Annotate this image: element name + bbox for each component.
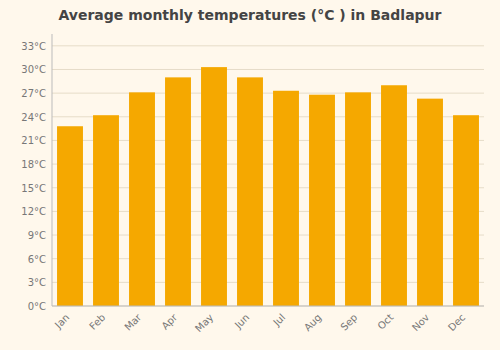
- x-tick-label: Oct: [375, 312, 395, 332]
- y-tick-label: 15°C: [21, 183, 46, 194]
- x-tick-label: Jul: [270, 312, 287, 329]
- y-tick-label: 3°C: [28, 277, 46, 288]
- y-tick-label: 9°C: [28, 230, 46, 241]
- y-tick-label: 6°C: [28, 254, 46, 265]
- bars: [57, 67, 479, 306]
- x-tick-label: May: [193, 312, 215, 334]
- y-tick-label: 30°C: [21, 64, 46, 75]
- grid-line: [52, 69, 484, 70]
- x-tick-label: Aug: [302, 312, 324, 334]
- bar: [129, 92, 155, 306]
- y-tick-label: 12°C: [21, 206, 46, 217]
- x-tick-label: Dec: [446, 312, 467, 333]
- x-tick-label: Jun: [232, 312, 252, 332]
- bar: [417, 99, 443, 306]
- bar: [93, 115, 119, 306]
- grid-line: [52, 45, 484, 46]
- x-tick-label: Jan: [52, 312, 71, 331]
- x-axis: [52, 306, 484, 307]
- y-tick-label: 33°C: [21, 41, 46, 52]
- x-tick-label: Feb: [87, 312, 107, 332]
- bar: [381, 85, 407, 306]
- x-tick-label: Sep: [338, 312, 359, 333]
- y-axis: [52, 34, 53, 306]
- x-tick-label: Apr: [159, 311, 180, 332]
- bar: [345, 92, 371, 306]
- x-tick-label: Nov: [410, 312, 432, 334]
- bar: [273, 91, 299, 306]
- bar: [201, 67, 227, 306]
- grid-line: [52, 306, 484, 307]
- y-tick-label: 27°C: [21, 88, 46, 99]
- y-tick-label: 0°C: [28, 301, 46, 312]
- y-tick-label: 21°C: [21, 135, 46, 146]
- y-tick-label: 24°C: [21, 112, 46, 123]
- bar: [57, 126, 83, 306]
- grid: [52, 46, 484, 306]
- bar: [165, 77, 191, 306]
- y-tick-label: 18°C: [21, 159, 46, 170]
- chart: Average monthly temperatures (°C ) in Ba…: [0, 0, 500, 350]
- grid-line: [52, 93, 484, 94]
- x-tick-label: Mar: [122, 311, 144, 333]
- bar: [309, 95, 335, 306]
- bar: [237, 77, 263, 306]
- bar: [453, 115, 479, 306]
- title: Average monthly temperatures (°C ) in Ba…: [59, 7, 442, 23]
